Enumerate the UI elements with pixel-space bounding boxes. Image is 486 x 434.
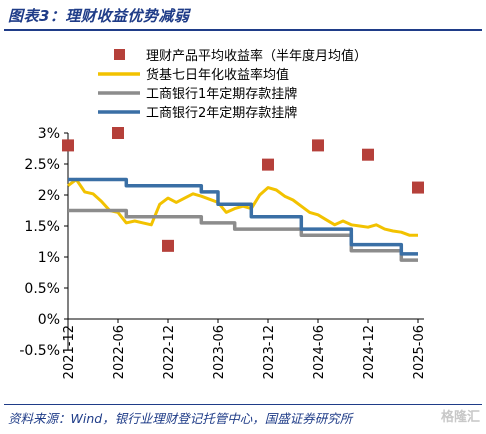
y-tick-label: 1.5% — [24, 219, 60, 235]
y-tick-label: 2% — [38, 188, 60, 204]
x-tick-label: 2022-12 — [162, 325, 177, 379]
scatter-point — [262, 158, 274, 171]
scatter-point — [62, 139, 74, 152]
x-tick-label: 2023-06 — [212, 325, 227, 379]
legend-label: 货基七日年化收益率均值 — [146, 67, 289, 83]
x-tick-label: 2024-12 — [362, 325, 377, 379]
legend-label: 工商银行1年定期存款挂牌 — [146, 86, 297, 102]
scatter-point — [112, 127, 124, 139]
scatter-point — [162, 239, 174, 252]
legend-marker — [114, 49, 125, 60]
watermark: 格隆汇 — [440, 410, 480, 425]
x-tick-label: 2025-06 — [412, 325, 427, 379]
scatter-point — [412, 181, 424, 194]
chart-title: 图表3：理财收益优势减弱 — [8, 7, 190, 25]
x-tick-label: 2024-06 — [312, 325, 327, 379]
deposit-rate-line — [68, 208, 418, 262]
scatter-point — [312, 139, 324, 152]
legend-label: 工商银行2年定期存款挂牌 — [146, 105, 297, 121]
deposit-rate-line — [68, 177, 418, 256]
y-tick-label: 0% — [38, 312, 60, 328]
chart-header: 图表3：理财收益优势减弱 — [0, 0, 486, 31]
y-tick-label: 0.5% — [24, 281, 60, 297]
footer-divider — [4, 404, 482, 405]
y-tick-label: -0.5% — [19, 343, 60, 359]
money-fund-line — [67, 178, 418, 237]
scatter-point — [362, 148, 374, 161]
legend-label: 理财产品平均收益率（半年度月均值） — [146, 48, 367, 64]
source-note: 资料来源：Wind，银行业理财登记托管中心，国盛证券研究所 — [8, 411, 353, 426]
x-tick-label: 2022-06 — [112, 325, 127, 379]
y-tick-label: 3% — [38, 126, 60, 142]
y-tick-label: 1% — [38, 250, 60, 266]
header-divider — [4, 29, 482, 31]
x-tick-label: 2021-12 — [62, 325, 77, 379]
y-tick-label: 2.5% — [24, 157, 60, 173]
x-tick-label: 2023-12 — [262, 325, 277, 379]
